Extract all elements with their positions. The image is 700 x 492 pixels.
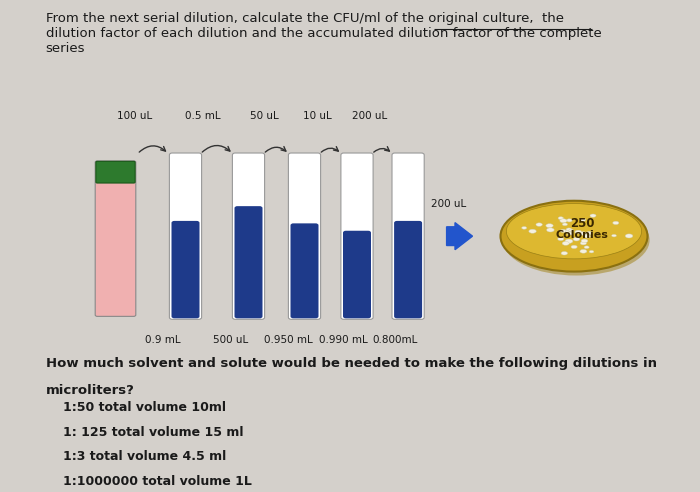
FancyBboxPatch shape bbox=[169, 153, 202, 319]
FancyBboxPatch shape bbox=[95, 161, 136, 316]
Ellipse shape bbox=[562, 223, 568, 226]
Ellipse shape bbox=[612, 221, 619, 224]
Ellipse shape bbox=[612, 234, 617, 237]
Ellipse shape bbox=[536, 223, 542, 226]
Text: 200 uL: 200 uL bbox=[352, 111, 387, 121]
FancyBboxPatch shape bbox=[234, 206, 262, 318]
Text: 10 uL: 10 uL bbox=[302, 111, 332, 121]
Ellipse shape bbox=[564, 230, 570, 233]
Text: 0.800mL: 0.800mL bbox=[372, 335, 417, 344]
Text: 1:50 total volume 10ml: 1:50 total volume 10ml bbox=[63, 401, 226, 414]
Ellipse shape bbox=[571, 245, 577, 248]
Ellipse shape bbox=[503, 205, 650, 276]
Ellipse shape bbox=[547, 228, 554, 232]
Text: dilution factor of each dilution and the accumulated dilution factor of the comp: dilution factor of each dilution and the… bbox=[46, 27, 601, 40]
Ellipse shape bbox=[567, 232, 573, 235]
Ellipse shape bbox=[590, 214, 596, 217]
Text: 0.990 mL: 0.990 mL bbox=[318, 335, 368, 344]
Text: series: series bbox=[46, 42, 85, 55]
FancyBboxPatch shape bbox=[96, 161, 135, 183]
Text: microliters?: microliters? bbox=[46, 384, 134, 397]
FancyBboxPatch shape bbox=[343, 231, 371, 318]
FancyBboxPatch shape bbox=[394, 221, 422, 318]
FancyBboxPatch shape bbox=[392, 153, 424, 319]
Ellipse shape bbox=[560, 229, 566, 232]
FancyBboxPatch shape bbox=[341, 153, 373, 319]
Text: 0.950 mL: 0.950 mL bbox=[264, 335, 313, 344]
FancyArrow shape bbox=[447, 222, 473, 249]
Ellipse shape bbox=[575, 230, 582, 234]
Ellipse shape bbox=[584, 233, 590, 236]
Text: Colonies: Colonies bbox=[556, 230, 609, 240]
Ellipse shape bbox=[566, 228, 572, 231]
Ellipse shape bbox=[561, 251, 568, 255]
FancyBboxPatch shape bbox=[290, 223, 318, 318]
Ellipse shape bbox=[528, 229, 536, 233]
Text: 250: 250 bbox=[570, 217, 594, 230]
Ellipse shape bbox=[506, 204, 642, 259]
Ellipse shape bbox=[500, 201, 648, 272]
Text: 0.5 mL: 0.5 mL bbox=[186, 111, 220, 121]
FancyBboxPatch shape bbox=[288, 153, 321, 319]
Text: 50 uL: 50 uL bbox=[250, 111, 279, 121]
Text: How much solvent and solute would be needed to make the following dilutions in: How much solvent and solute would be nee… bbox=[46, 357, 657, 369]
Text: 1: 125 total volume 15 ml: 1: 125 total volume 15 ml bbox=[63, 426, 244, 438]
Ellipse shape bbox=[589, 250, 594, 253]
Ellipse shape bbox=[565, 239, 573, 244]
Ellipse shape bbox=[562, 242, 569, 246]
Text: 200 uL: 200 uL bbox=[431, 199, 467, 209]
Ellipse shape bbox=[573, 238, 580, 241]
Ellipse shape bbox=[566, 219, 572, 222]
Text: 1:3 total volume 4.5 ml: 1:3 total volume 4.5 ml bbox=[63, 450, 226, 463]
Ellipse shape bbox=[625, 234, 633, 238]
Ellipse shape bbox=[580, 249, 587, 253]
Ellipse shape bbox=[586, 231, 593, 235]
Text: 0.9 mL: 0.9 mL bbox=[145, 335, 180, 344]
Ellipse shape bbox=[584, 246, 589, 248]
FancyBboxPatch shape bbox=[232, 153, 265, 319]
Ellipse shape bbox=[560, 219, 567, 223]
Ellipse shape bbox=[581, 239, 588, 243]
Ellipse shape bbox=[546, 224, 553, 228]
Ellipse shape bbox=[558, 237, 564, 241]
Ellipse shape bbox=[580, 242, 587, 245]
Text: 1:1000000 total volume 1L: 1:1000000 total volume 1L bbox=[63, 475, 252, 488]
Ellipse shape bbox=[584, 235, 591, 238]
Ellipse shape bbox=[522, 226, 526, 229]
Ellipse shape bbox=[568, 229, 573, 232]
Text: 500 uL: 500 uL bbox=[214, 335, 248, 344]
FancyBboxPatch shape bbox=[172, 221, 200, 318]
Text: From the next serial dilution, calculate the CFU/ml of the original culture,  th: From the next serial dilution, calculate… bbox=[46, 12, 564, 25]
Ellipse shape bbox=[580, 232, 587, 235]
Ellipse shape bbox=[580, 218, 586, 221]
Text: 100 uL: 100 uL bbox=[117, 111, 152, 121]
Ellipse shape bbox=[558, 216, 564, 219]
